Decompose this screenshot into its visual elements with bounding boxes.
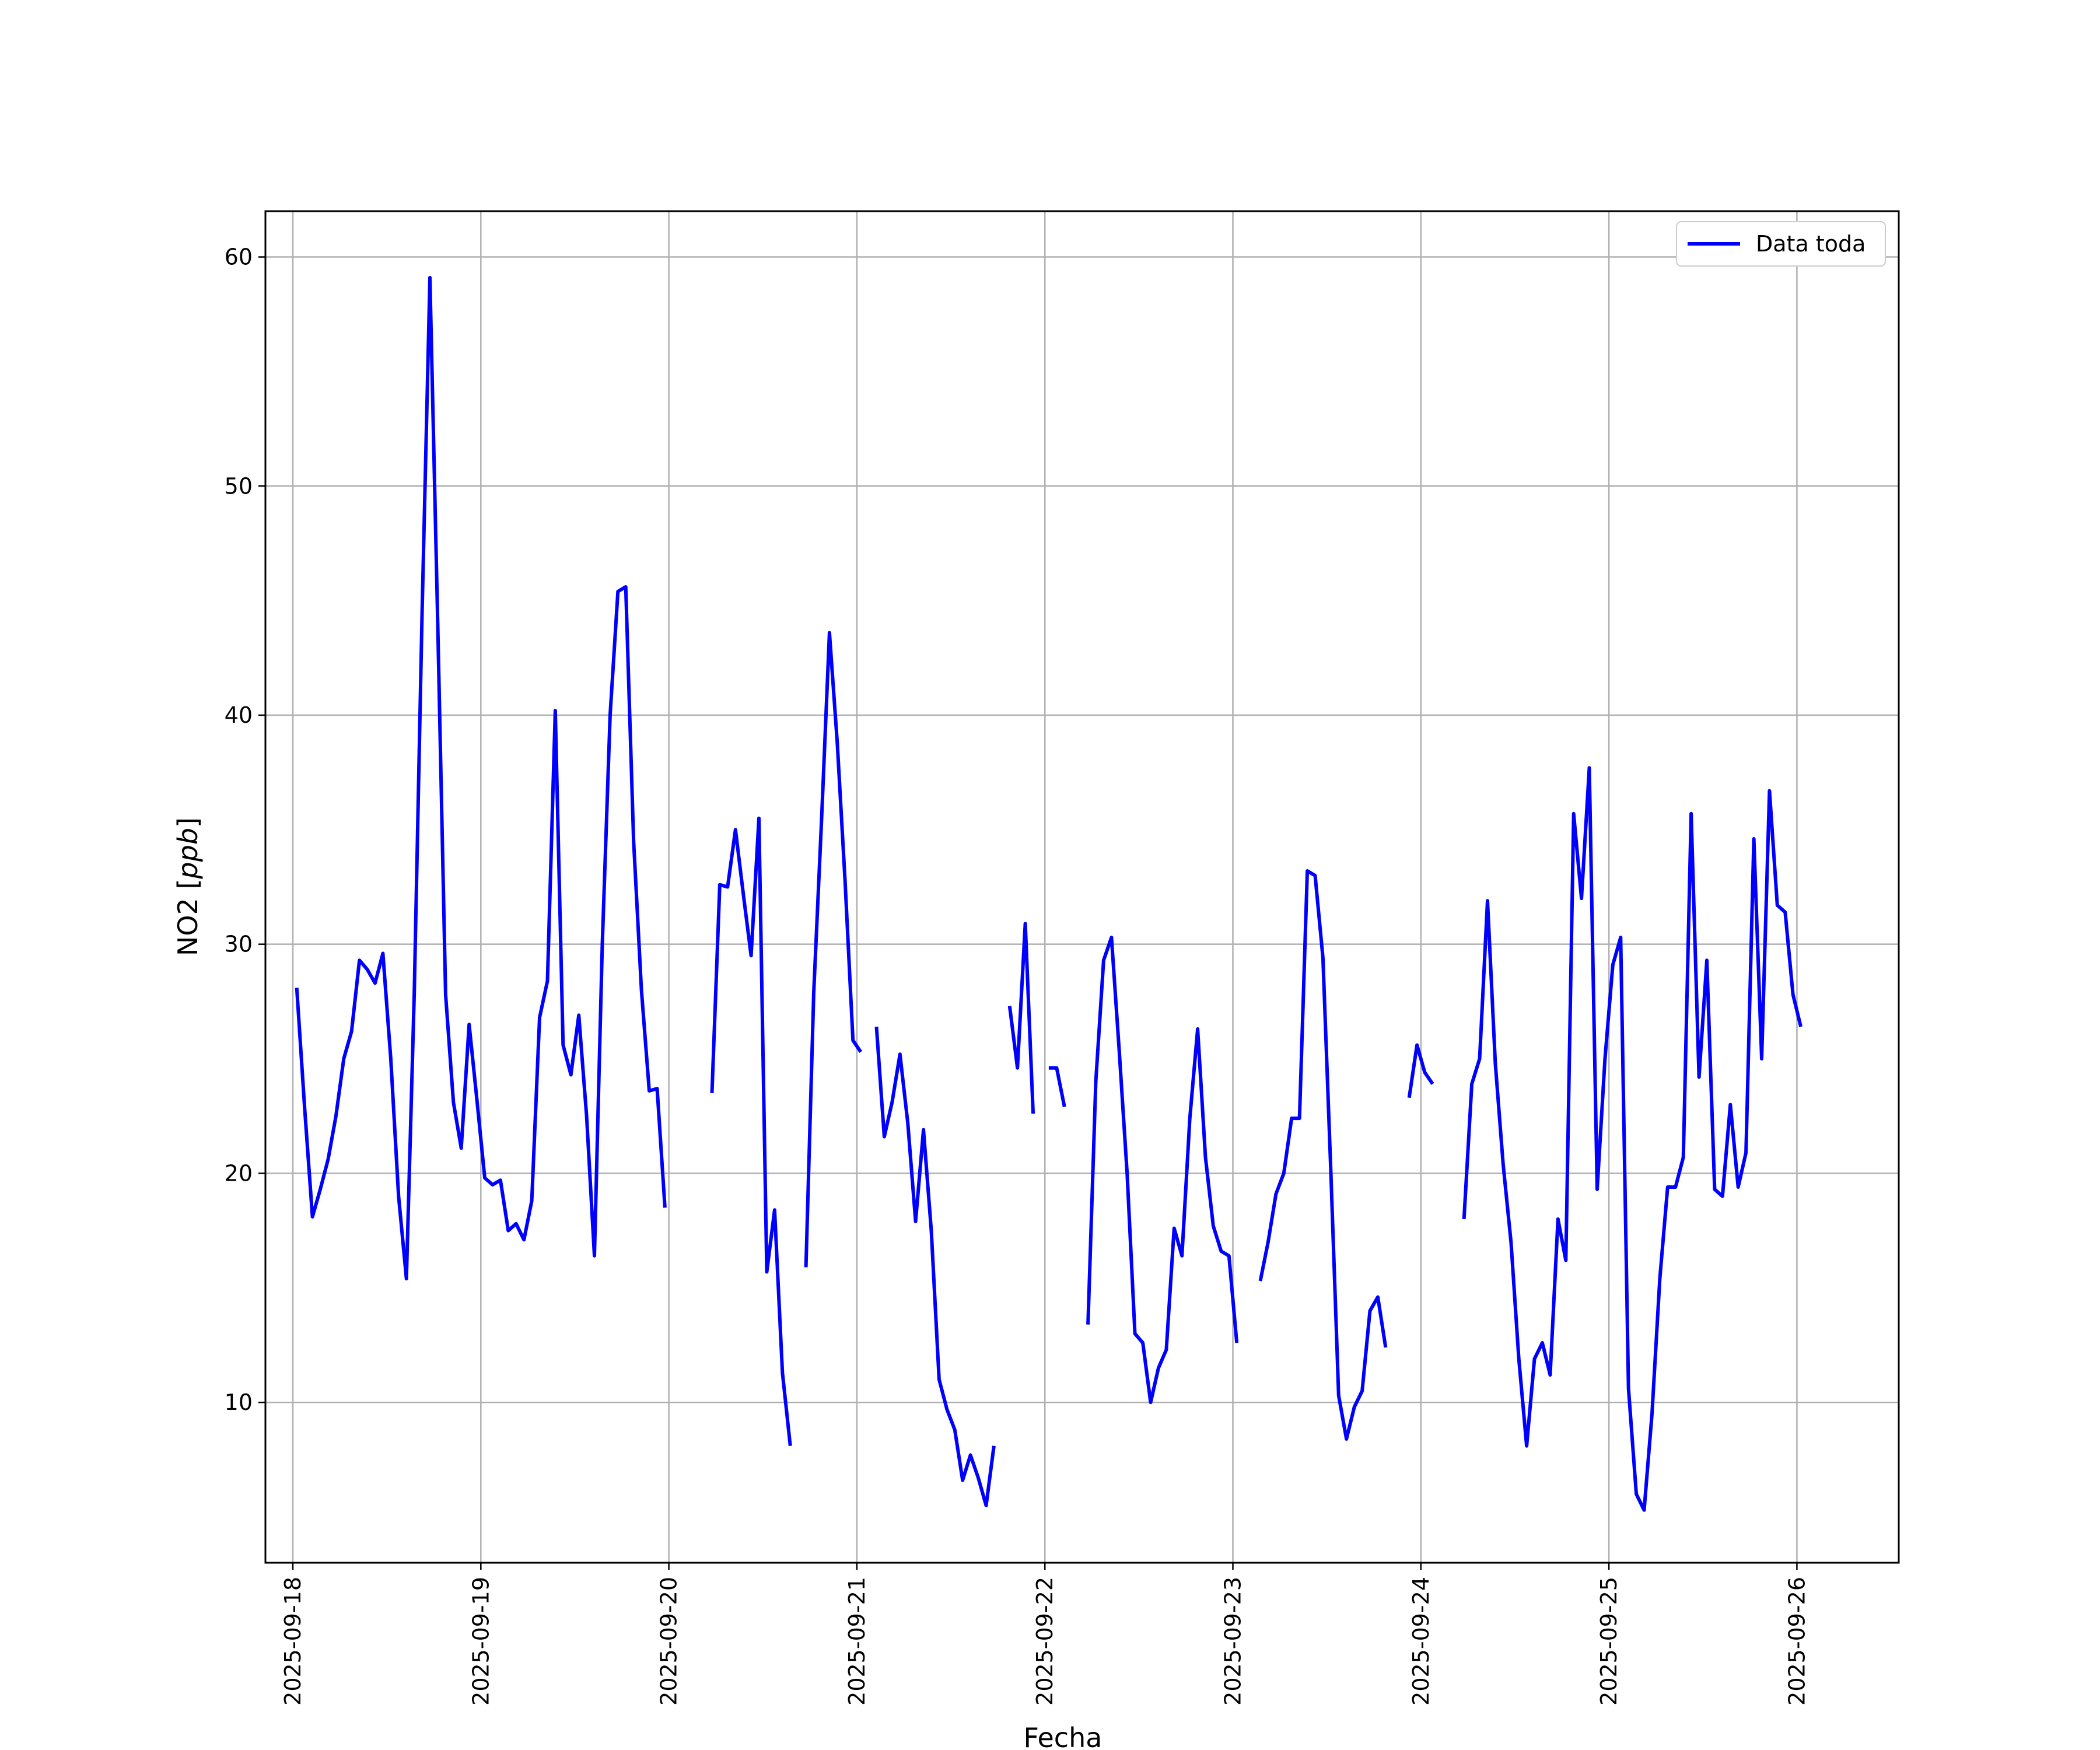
- plot-frame: [264, 210, 1900, 1564]
- y-tick-label: 60: [225, 244, 253, 270]
- legend-box: [1676, 221, 1886, 267]
- series-line-segment: [1007, 922, 1035, 1114]
- legend: Data toda: [1676, 221, 1886, 267]
- y-axis-title: NO2 [ppb]: [172, 817, 204, 956]
- x-tick-label: 2025-09-21: [844, 1577, 870, 1706]
- x-tick-label: 2025-09-22: [1032, 1577, 1058, 1706]
- x-tick-label: 2025-09-23: [1220, 1577, 1246, 1706]
- series-line-segment: [1258, 869, 1388, 1441]
- x-axis-title: Fecha: [1024, 1722, 1102, 1750]
- series-line-segment: [710, 816, 792, 1447]
- x-tick-label: 2025-09-24: [1408, 1577, 1434, 1706]
- series-line-segment: [1407, 1043, 1434, 1098]
- y-tick-label: 10: [225, 1390, 253, 1415]
- x-axis-ticks: 2025-09-18 2025-09-19 2025-09-20 2025-09-21…: [280, 1563, 1810, 1706]
- series-line-segment: [874, 1026, 996, 1507]
- series-line-segment: [804, 631, 863, 1268]
- y-tick-label: 20: [225, 1160, 253, 1186]
- series-line-segment: [1086, 935, 1239, 1405]
- y-tick-label: 30: [225, 932, 253, 957]
- series-line-segment: [1462, 766, 1803, 1512]
- x-tick-label: 2025-09-18: [280, 1577, 306, 1706]
- x-tick-label: 2025-09-20: [656, 1577, 682, 1706]
- y-tick-label: 50: [225, 473, 253, 499]
- legend-label: Data toda: [1756, 231, 1866, 257]
- series-line-segment: [295, 275, 667, 1280]
- x-tick-label: 2025-09-19: [468, 1577, 494, 1706]
- series-lines: [295, 275, 1803, 1512]
- series-line-segment: [1048, 1066, 1066, 1108]
- y-axis-ticks: 10 20 30 40 50 60: [225, 244, 265, 1415]
- y-tick-label: 40: [225, 702, 253, 728]
- x-tick-label: 2025-09-25: [1596, 1577, 1622, 1706]
- x-tick-label: 2025-09-26: [1784, 1577, 1810, 1706]
- grid-lines: [265, 211, 1899, 1563]
